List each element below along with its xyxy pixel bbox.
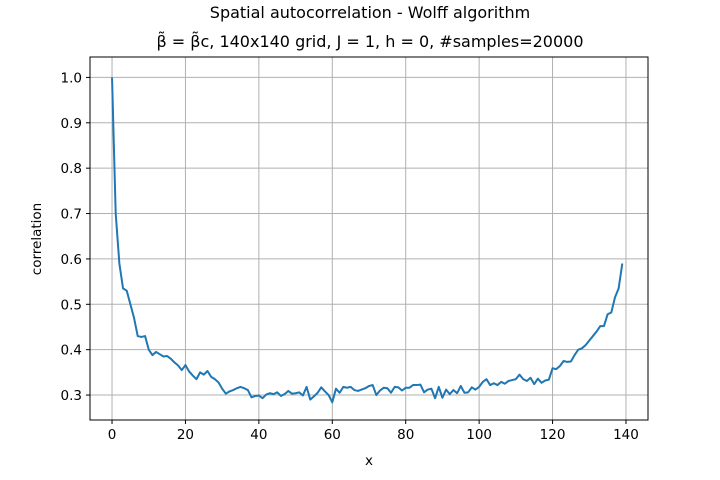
- y-tick-label: 0.4: [61, 343, 82, 359]
- y-tick-label: 0.8: [61, 161, 82, 177]
- x-axis-label: x: [365, 453, 373, 469]
- y-tick-label: 0.9: [61, 116, 82, 132]
- grid: [90, 57, 648, 420]
- x-tick-label: 20: [177, 427, 194, 443]
- x-tick-label: 120: [540, 427, 566, 443]
- x-tick-label: 60: [324, 427, 341, 443]
- chart-title-line1: Spatial autocorrelation - Wolff algorith…: [210, 3, 530, 22]
- x-tick-label: 100: [466, 427, 492, 443]
- x-tick-label: 140: [613, 427, 639, 443]
- y-tick-label: 0.6: [61, 252, 82, 268]
- y-axis-label: correlation: [29, 203, 45, 275]
- series-line-correlation: [111, 77, 624, 404]
- ticks: 0 20 40 60 80 100 120 140 0.3 0.4 0.5 0.6 0.7 0.8 0.9 1…: [61, 70, 639, 443]
- y-tick-label: 0.7: [61, 207, 82, 223]
- x-tick-label: 80: [397, 427, 414, 443]
- chart-title-line2: β̃ = β̃c, 140x140 grid, J = 1, h = 0, #s…: [156, 32, 583, 51]
- x-tick-label: 0: [108, 427, 117, 443]
- y-tick-label: 1.0: [61, 70, 82, 86]
- series-layer: [111, 77, 624, 404]
- y-tick-label: 0.3: [61, 388, 82, 404]
- y-tick-label: 0.5: [61, 297, 82, 313]
- x-tick-label: 40: [250, 427, 267, 443]
- plot-frame: [89, 56, 649, 421]
